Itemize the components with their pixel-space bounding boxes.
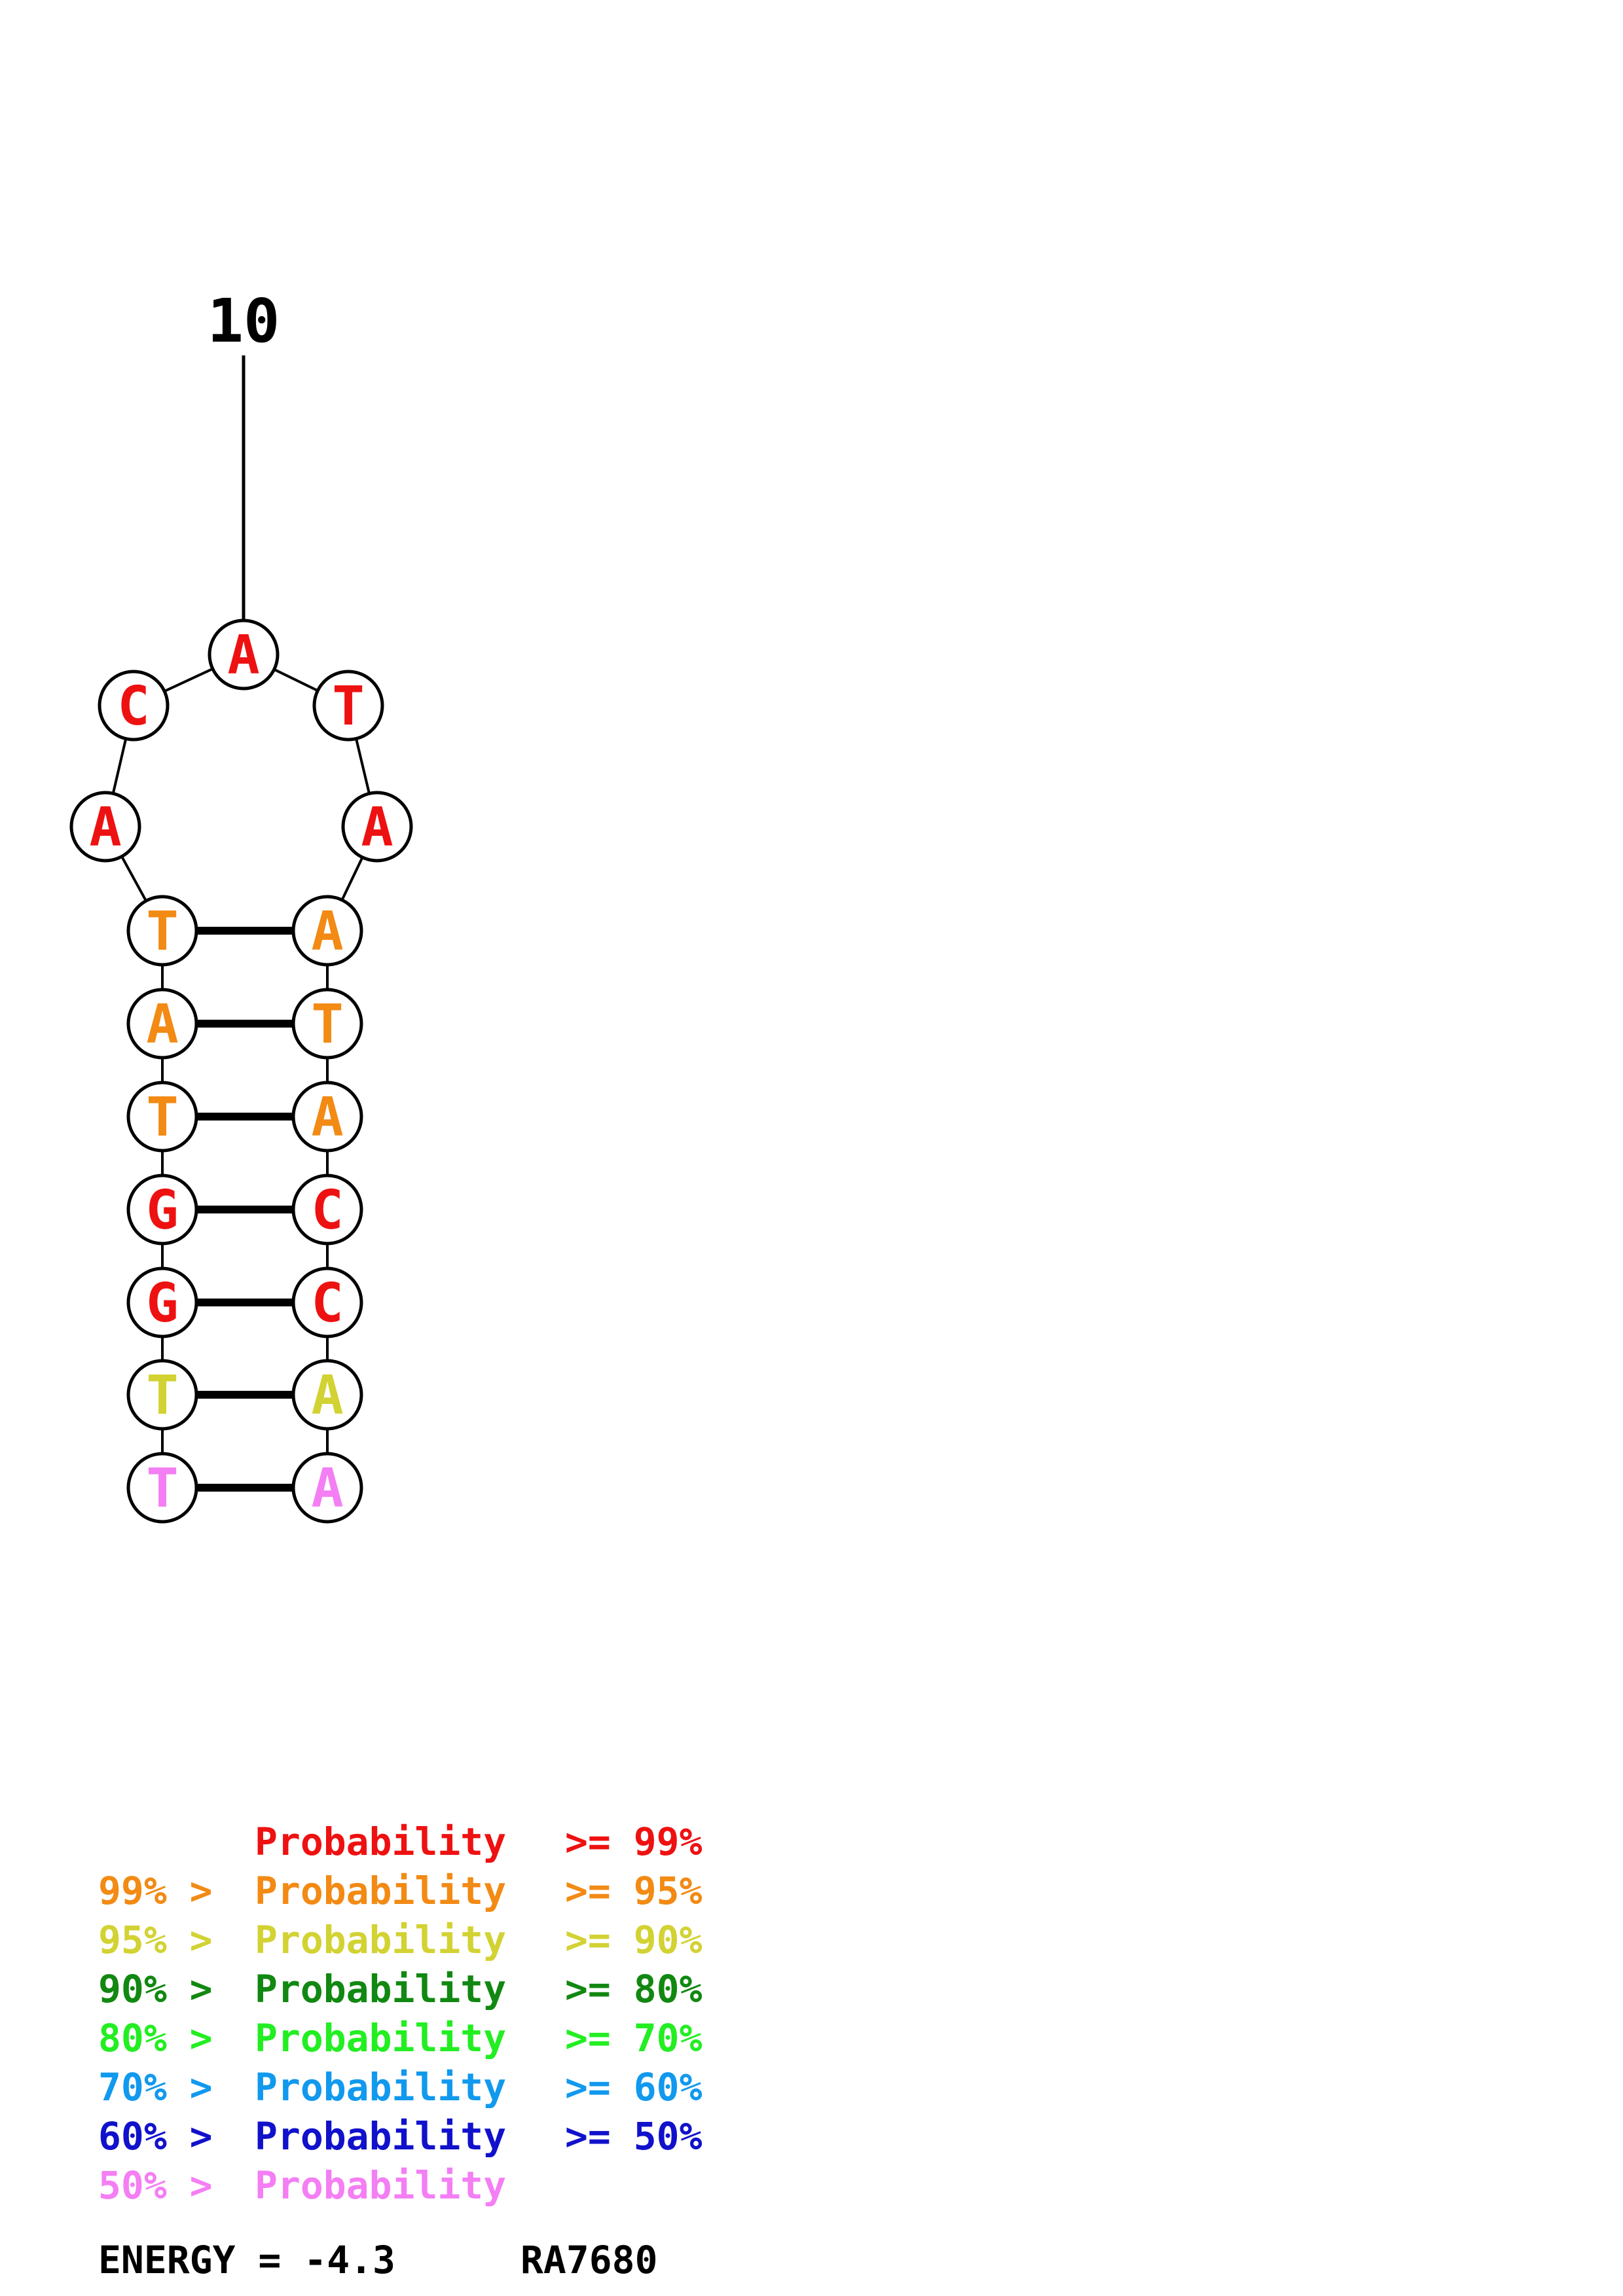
legend-prefix: 99% > bbox=[98, 1869, 213, 1913]
nucleotide-circle bbox=[291, 1452, 363, 1524]
legend-label: Probability bbox=[255, 1820, 506, 1864]
nucleotide-base: A bbox=[89, 797, 121, 859]
legend-label: Probability bbox=[255, 2163, 506, 2208]
structure-id: RA7680 bbox=[520, 2238, 658, 2282]
nucleotide-circle bbox=[126, 1452, 198, 1524]
legend-row: 80% > Probability >= 70% bbox=[98, 2016, 702, 2060]
legend-row: 99% > Probability >= 95% bbox=[98, 1869, 702, 1913]
legend-prefix: 80% > bbox=[98, 2016, 213, 2060]
nucleotide-base: C bbox=[311, 1179, 343, 1242]
nucleotide-base: T bbox=[146, 1458, 178, 1520]
nucleotide: A bbox=[341, 791, 413, 863]
nucleotide-circle bbox=[291, 895, 363, 967]
nucleotide-circle bbox=[126, 1081, 198, 1153]
energy-line: ENERGY = -4.3 RA7680 bbox=[98, 2238, 658, 2282]
nucleotide-base: C bbox=[117, 675, 149, 738]
base-pair-lines bbox=[196, 927, 293, 1492]
nucleotide-circle bbox=[126, 988, 198, 1060]
nucleotide-base: T bbox=[146, 901, 178, 963]
legend-prefix: 95% > bbox=[98, 1918, 213, 1962]
nucleotide-base: A bbox=[311, 1458, 343, 1520]
legend-prefix: 60% > bbox=[98, 2114, 213, 2159]
position-label: 10 bbox=[208, 286, 280, 356]
nucleotide: A bbox=[126, 988, 198, 1060]
legend-threshold: >= 50% bbox=[565, 2114, 702, 2159]
nucleotide-circle bbox=[291, 988, 363, 1060]
nucleotide: A bbox=[69, 791, 141, 863]
nucleotide-base: T bbox=[311, 994, 343, 1056]
nucleotide-circle bbox=[291, 1081, 363, 1153]
nucleotide: A bbox=[208, 619, 280, 691]
nucleotide: T bbox=[126, 1359, 198, 1431]
legend-threshold: >= 90% bbox=[565, 1918, 702, 1962]
legend-prefix: 90% > bbox=[98, 1967, 213, 2011]
nucleotide: T bbox=[126, 895, 198, 967]
nucleotide-circle bbox=[208, 619, 280, 691]
nucleotide-base: T bbox=[332, 675, 364, 738]
legend-label: Probability bbox=[255, 2065, 506, 2109]
nucleotide: C bbox=[98, 670, 170, 742]
nucleotide: T bbox=[126, 1452, 198, 1524]
legend-prefix: 70% > bbox=[98, 2065, 213, 2109]
legend-row: Probability >= 99% bbox=[255, 1820, 702, 1864]
nucleotide-base: A bbox=[311, 1086, 343, 1149]
nucleotide: A bbox=[291, 1081, 363, 1153]
legend-label: Probability bbox=[255, 2016, 506, 2060]
nucleotide: A bbox=[291, 895, 363, 967]
nucleotide-base: C bbox=[311, 1272, 343, 1335]
nucleotide-circle bbox=[312, 670, 384, 742]
legend-threshold: >= 80% bbox=[565, 1967, 702, 2011]
nucleotide-base: A bbox=[146, 994, 178, 1056]
nucleotide-base: T bbox=[146, 1086, 178, 1149]
nucleotide-base: A bbox=[311, 901, 343, 963]
legend-label: Probability bbox=[255, 1869, 506, 1913]
nucleotide: A bbox=[291, 1452, 363, 1524]
legend-threshold: >= 95% bbox=[565, 1869, 702, 1913]
legend-prefix: 50% > bbox=[98, 2163, 213, 2208]
legend-label: Probability bbox=[255, 2114, 506, 2159]
nucleotide: T bbox=[291, 988, 363, 1060]
nucleotide-circle bbox=[126, 1174, 198, 1246]
nucleotide-base: A bbox=[227, 624, 259, 687]
legend-row: 50% > Probability bbox=[98, 2163, 506, 2208]
legend-threshold: >= 60% bbox=[565, 2065, 702, 2109]
nucleotide: G bbox=[126, 1174, 198, 1246]
nucleotide-base: G bbox=[146, 1272, 178, 1335]
position-tick: 10 bbox=[208, 286, 280, 653]
nucleotide: C bbox=[291, 1266, 363, 1338]
legend-row: 95% > Probability >= 90% bbox=[98, 1918, 702, 1962]
nucleotide-base: G bbox=[146, 1179, 178, 1242]
legend-row: 90% > Probability >= 80% bbox=[98, 1967, 702, 2011]
legend-row: 60% > Probability >= 50% bbox=[98, 2114, 702, 2159]
legend-row: 70% > Probability >= 60% bbox=[98, 2065, 702, 2109]
legend-threshold: >= 99% bbox=[565, 1820, 702, 1864]
nucleotide-circle bbox=[341, 791, 413, 863]
nucleotide-circle bbox=[291, 1266, 363, 1338]
nucleotide: C bbox=[291, 1174, 363, 1246]
legend-label: Probability bbox=[255, 1918, 506, 1962]
nucleotide-circle bbox=[98, 670, 170, 742]
nucleotide-base: A bbox=[361, 797, 393, 859]
nucleotide: T bbox=[126, 1081, 198, 1153]
probability-legend: Probability >= 99%99% > Probability >= 95%9… bbox=[98, 1820, 702, 2208]
nucleotide: A bbox=[291, 1359, 363, 1431]
nucleotide-circle bbox=[291, 1174, 363, 1246]
legend-label: Probability bbox=[255, 1967, 506, 2011]
nucleotide: G bbox=[126, 1266, 198, 1338]
nucleotide: T bbox=[312, 670, 384, 742]
legend-threshold: >= 70% bbox=[565, 2016, 702, 2060]
nucleotide-circle bbox=[126, 895, 198, 967]
nucleotide-base: T bbox=[146, 1365, 178, 1427]
energy-label: ENERGY = -4.3 bbox=[98, 2238, 395, 2282]
nucleotide-circle bbox=[126, 1359, 198, 1431]
nucleotide-circle bbox=[126, 1266, 198, 1338]
nucleotide-circle bbox=[291, 1359, 363, 1431]
nucleotide-base: A bbox=[311, 1365, 343, 1427]
nucleotide-circle bbox=[69, 791, 141, 863]
